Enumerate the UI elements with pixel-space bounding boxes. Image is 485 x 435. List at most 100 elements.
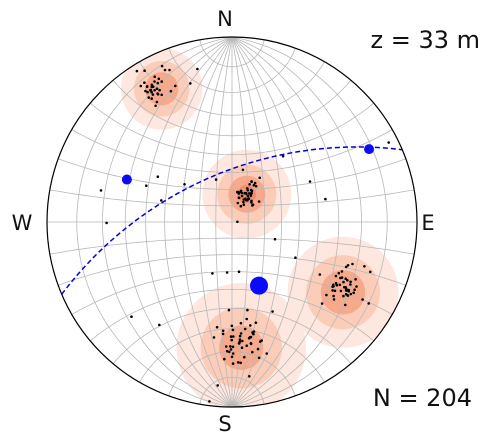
pole-point: [333, 289, 337, 293]
pole-point: [246, 189, 250, 192]
pole-point: [168, 68, 171, 72]
marker-point-0: [121, 174, 132, 185]
pole-point: [249, 342, 253, 345]
pole-point: [248, 375, 251, 378]
pole-point: [251, 203, 255, 206]
pole-point: [246, 308, 249, 312]
pole-point: [145, 184, 148, 187]
pole-point: [149, 89, 152, 92]
pole-point: [154, 104, 157, 108]
pole-point: [334, 274, 338, 278]
marker-point-1: [364, 144, 375, 155]
east-label: E: [421, 211, 434, 235]
pole-point: [332, 285, 335, 288]
pole-point: [231, 345, 235, 349]
pole-point: [325, 293, 328, 297]
pole-point: [338, 283, 342, 287]
pole-point: [245, 344, 248, 348]
pole-point: [387, 141, 391, 144]
pole-point: [250, 199, 253, 203]
pole-point: [143, 81, 146, 84]
grid-parallel: [168, 351, 296, 396]
pole-point: [156, 175, 160, 178]
pole-point: [245, 317, 248, 321]
pole-point: [253, 181, 257, 185]
pole-point: [144, 89, 147, 93]
pole-point: [224, 345, 228, 348]
pole-point: [352, 291, 356, 295]
pole-point: [147, 96, 150, 99]
pole-point: [150, 90, 153, 94]
primitive-circle: [46, 36, 418, 408]
great-circle: [61, 146, 403, 295]
pole-point: [335, 283, 339, 287]
grid-parallel: [71, 271, 393, 315]
chart-title: z = 33 m: [370, 26, 480, 54]
grid-parallel: [90, 288, 374, 342]
great-circle-layer: [61, 146, 403, 295]
pole-point: [340, 270, 344, 273]
pole-point: [248, 183, 251, 186]
pole-point: [346, 294, 350, 297]
pole-point: [151, 93, 155, 96]
pole-point: [99, 189, 103, 192]
pole-point: [231, 362, 235, 365]
pole-point: [245, 192, 248, 195]
pole-point: [145, 85, 149, 88]
pole-point: [250, 180, 253, 183]
pole-point: [242, 203, 246, 206]
pole-point: [240, 194, 244, 198]
count-label: N = 204: [373, 384, 472, 412]
pole-point: [349, 280, 352, 284]
pole-point: [238, 334, 242, 338]
markers-layer: [121, 144, 375, 295]
pole-point: [239, 332, 243, 335]
pole-point: [354, 278, 357, 281]
pole-point: [183, 183, 186, 186]
grid-parallel: [168, 48, 296, 93]
pole-point: [230, 324, 234, 328]
grid-parallel: [199, 376, 265, 405]
pole-point: [157, 77, 161, 81]
pole-point: [334, 281, 338, 285]
pole-point: [135, 69, 139, 73]
pole-point: [254, 321, 258, 325]
grid-parallel: [112, 307, 352, 364]
pole-point: [271, 310, 274, 313]
pole-point: [332, 294, 335, 298]
south-label: S: [218, 412, 231, 435]
pole-point: [150, 97, 153, 100]
pole-point: [344, 303, 347, 307]
pole-point: [342, 280, 345, 284]
pole-point: [139, 84, 143, 88]
pole-point: [153, 89, 156, 92]
marker-point-2: [250, 276, 269, 295]
pole-point: [349, 283, 352, 286]
pole-point: [241, 339, 244, 343]
pole-point: [273, 237, 277, 241]
pole-point: [258, 176, 262, 180]
grid-parallel: [49, 237, 415, 255]
pole-point: [344, 277, 348, 281]
pole-point: [151, 85, 155, 88]
pole-point: [351, 262, 354, 266]
pole-point: [221, 332, 225, 336]
poles-layer: [99, 64, 391, 403]
pole-point: [231, 352, 235, 355]
pole-point: [344, 288, 348, 292]
pole-point: [153, 80, 156, 83]
pole-point: [231, 328, 235, 332]
pole-point: [254, 184, 258, 188]
pole-point: [237, 196, 241, 200]
pole-point: [229, 345, 232, 348]
pole-point: [153, 75, 156, 78]
pole-point: [249, 188, 253, 192]
pole-point: [265, 352, 269, 355]
pole-point: [238, 338, 242, 341]
pole-point: [196, 67, 199, 71]
pole-point: [155, 100, 159, 104]
pole-point: [143, 69, 146, 72]
pole-point: [344, 292, 348, 296]
pole-point: [236, 190, 239, 194]
